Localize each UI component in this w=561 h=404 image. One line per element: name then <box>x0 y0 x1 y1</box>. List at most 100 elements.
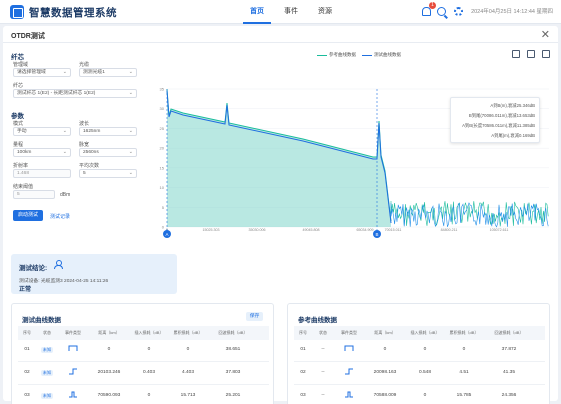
table-cell: 38.651 <box>225 347 241 352</box>
end-threshold-unit: dBm <box>60 192 71 198</box>
end-threshold-label: 结束阈值 <box>13 184 34 190</box>
info-line: A到B(长度70586.011m),衰减11.385dB <box>462 123 535 128</box>
region-select[interactable]: 请选择管理域 ⌄ <box>13 68 71 77</box>
result-title: 测试结论: <box>19 265 48 272</box>
wavelength-value: 1625nm <box>83 129 101 134</box>
chevron-down-icon: ⌄ <box>62 149 67 155</box>
table-row[interactable]: 03 -- 70588.009 0 15.785 24.356 <box>294 386 545 404</box>
attenuation-info-box: A到B(m),衰减25.346dB B到尾(70086.011m),衰减13.6… <box>450 97 540 143</box>
event-type <box>334 340 364 362</box>
save-button[interactable]: 保存 <box>246 312 263 321</box>
app-title: 智慧数据管理系统 <box>29 7 117 19</box>
search-icon[interactable] <box>437 6 447 16</box>
test-table-title: 测试曲线数据 <box>22 317 61 324</box>
column-header: 回波损耗（dB） <box>218 330 248 335</box>
status-badge: 未知 <box>36 347 58 353</box>
table-row[interactable]: 03 未知 70590.093 0 15.713 25.201 <box>18 386 269 404</box>
table-cell: 02 <box>24 370 30 375</box>
table-cell: 4.51 <box>459 370 469 375</box>
end-event-icon <box>345 391 353 398</box>
refraction-label: 折射率 <box>13 163 29 169</box>
column-header: 状态 <box>319 330 327 335</box>
status-tag: 未知 <box>40 347 54 353</box>
image-export-icon[interactable] <box>512 50 520 58</box>
avg-label: 平均次数 <box>79 163 100 169</box>
reference-legend-label: 参考曲线数据 <box>329 52 356 57</box>
test-legend-marker <box>362 53 372 57</box>
y-tick-label: 20 <box>160 146 165 151</box>
table-row[interactable]: 02 未知 20103.246 0.403 4.403 37.803 <box>18 363 269 385</box>
result-status: 正常 <box>19 287 32 293</box>
mode-value: 手动 <box>17 129 27 134</box>
column-header: 序号 <box>299 330 307 335</box>
wavelength-select[interactable]: 1625nm ⌄ <box>79 127 137 136</box>
x-tick-label: 65034.909 <box>357 228 374 232</box>
close-icon[interactable]: ✕ <box>540 29 550 41</box>
share-icon[interactable] <box>542 50 550 58</box>
start-event-icon <box>344 345 354 351</box>
table-row[interactable]: 01 -- 0 0 0 37.872 <box>294 340 545 362</box>
marker-b[interactable] <box>373 230 381 238</box>
nav-events[interactable]: 事件 <box>284 8 298 15</box>
table-cell: 0.548 <box>418 370 431 375</box>
table-cell: 0.403 <box>142 370 155 375</box>
reference-area-fill <box>167 89 391 227</box>
pulse-label: 脉宽 <box>79 142 90 148</box>
table-cell: 0 <box>423 347 427 352</box>
fiber-select[interactable]: 测试纤芯 1(E2) - 长距测试纤芯 1(E2) ⌄ <box>13 89 137 98</box>
test-record-link[interactable]: 测试记录 <box>50 214 71 220</box>
chart-legend: 参考曲线数据 测试曲线数据 <box>315 52 401 58</box>
optical-select[interactable]: 测测光缆1 ⌄ <box>79 68 137 77</box>
marker-a[interactable] <box>163 230 171 238</box>
column-header: 距离（km） <box>98 330 120 335</box>
end-threshold-input[interactable]: 5 <box>13 190 55 199</box>
avg-select[interactable]: 5 ⌄ <box>79 169 137 178</box>
table-cell: 41.35 <box>502 370 515 375</box>
start-test-button[interactable]: 启动测试 <box>13 210 43 221</box>
table-cell: 03 <box>24 393 30 398</box>
refraction-input[interactable]: 1.468 <box>13 169 71 178</box>
table-header: 序号 状态 事件类型 距离（km） 插入损耗（dB） 累积损耗（dB） 回波损耗（dB） <box>18 326 269 340</box>
fiber-section-title: 纤芯 <box>11 54 24 61</box>
y-tick-label: 0 <box>162 225 165 230</box>
table-cell: 20103.246 <box>97 370 121 375</box>
column-header: 累积损耗（dB） <box>173 330 203 335</box>
mode-select[interactable]: 手动 ⌄ <box>13 127 71 136</box>
table-cell: -- <box>321 370 325 375</box>
event-type <box>58 386 88 404</box>
range-value: 100km <box>17 150 32 155</box>
user-icon <box>53 260 63 269</box>
table-cell: 37.803 <box>225 370 241 375</box>
pulse-value: 2560ns <box>83 150 99 155</box>
nav-resources[interactable]: 资源 <box>318 8 332 15</box>
marker-a-label: A <box>165 232 168 237</box>
table-row[interactable]: 02 -- 20098.163 0.548 4.51 41.35 <box>294 363 545 385</box>
event-type <box>334 386 364 404</box>
nav-home[interactable]: 首页 <box>243 0 271 24</box>
gear-icon[interactable] <box>454 6 464 16</box>
table-cell: -- <box>321 393 325 398</box>
table-row[interactable]: 01 未知 0 0 0 38.651 <box>18 340 269 362</box>
y-tick-label: 15 <box>160 165 165 170</box>
info-line: A到B(m),衰减25.346dB <box>490 103 535 108</box>
pulse-select[interactable]: 2560ns ⌄ <box>79 148 137 157</box>
x-tick-label: 49045.808 <box>303 228 320 232</box>
column-header: 回波损耗（dB） <box>494 330 524 335</box>
table-cell: 0 <box>186 347 190 352</box>
bell-icon[interactable]: 1 <box>421 2 437 16</box>
test-data-card: 测试曲线数据 保存 序号 状态 事件类型 距离（km） 插入损耗（dB） 累积损耗（dB）… <box>11 303 274 404</box>
table-cell: 0 <box>147 393 151 398</box>
table-cell: 03 <box>300 393 306 398</box>
fiber-label: 纤芯 <box>13 83 24 89</box>
column-header: 序号 <box>23 330 31 335</box>
top-right-tools: 1 2024年04月25日 14:12:44 星期四 <box>421 2 553 16</box>
range-select[interactable]: 100km ⌄ <box>13 148 71 157</box>
table-cell: 4.403 <box>181 370 194 375</box>
download-icon[interactable] <box>527 50 535 58</box>
chevron-down-icon: ⌄ <box>62 69 67 75</box>
status-tag: 未知 <box>40 393 54 399</box>
marker-b-label: B <box>375 232 378 237</box>
x-tick-label: 105072.611 <box>490 228 509 232</box>
column-header: 插入损耗（dB） <box>410 330 440 335</box>
